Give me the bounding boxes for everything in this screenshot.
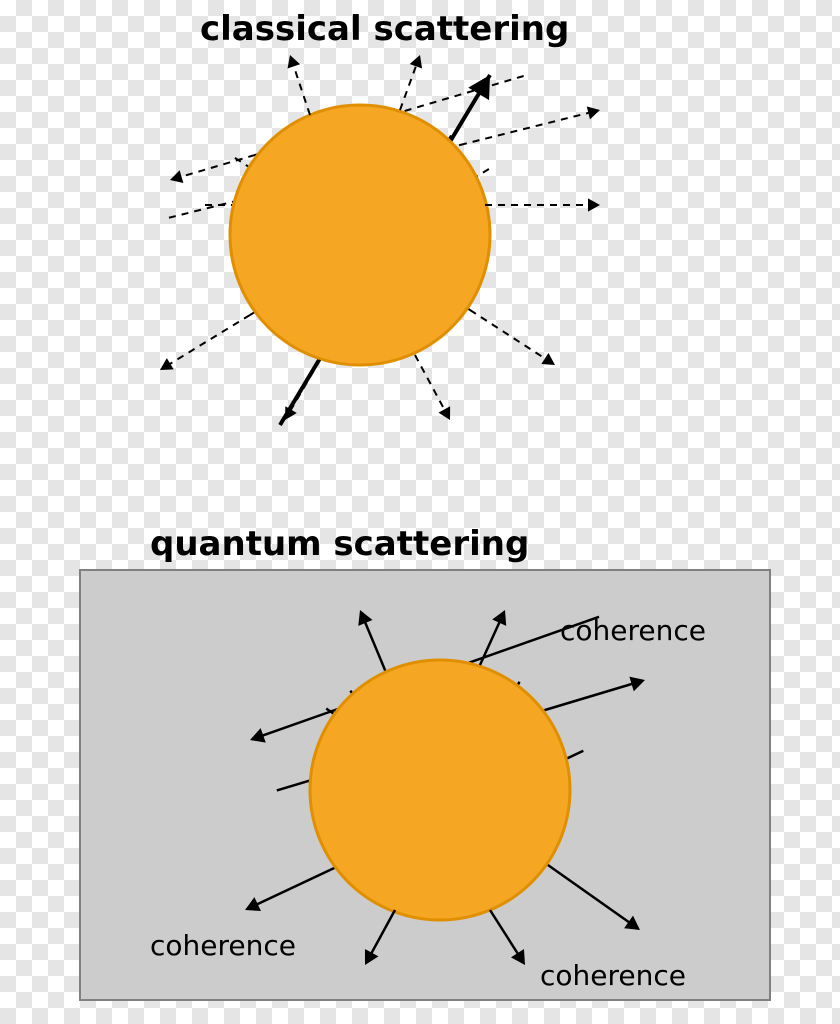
arrow-head-icon bbox=[588, 198, 600, 211]
quantum-title: quantum scattering bbox=[150, 524, 529, 564]
arrow-shaft bbox=[470, 310, 546, 359]
arrow-head-icon bbox=[541, 353, 555, 365]
diagram-canvas: classical scattering quantum scattering co… bbox=[0, 0, 840, 1024]
arrow-head-icon bbox=[288, 55, 301, 68]
arrow-shaft bbox=[460, 113, 590, 145]
arrow-shaft bbox=[400, 65, 416, 110]
classical-particle-icon bbox=[230, 105, 490, 365]
arrow-shaft bbox=[169, 315, 250, 364]
arrow-head-icon bbox=[410, 55, 422, 69]
coherence-label: coherence bbox=[540, 959, 686, 992]
figure-svg: classical scattering quantum scattering co… bbox=[0, 0, 840, 1024]
quantum-particle-icon bbox=[310, 660, 570, 920]
arrow-shaft bbox=[293, 65, 310, 115]
coherence-label: coherence bbox=[560, 614, 706, 647]
arrow-head-icon bbox=[587, 107, 600, 120]
coherence-label: coherence bbox=[150, 929, 296, 962]
classical-title: classical scattering bbox=[200, 9, 569, 49]
arrow-head-icon bbox=[170, 170, 183, 183]
arrow-head-icon bbox=[438, 406, 450, 420]
arrow-shaft bbox=[415, 355, 445, 410]
